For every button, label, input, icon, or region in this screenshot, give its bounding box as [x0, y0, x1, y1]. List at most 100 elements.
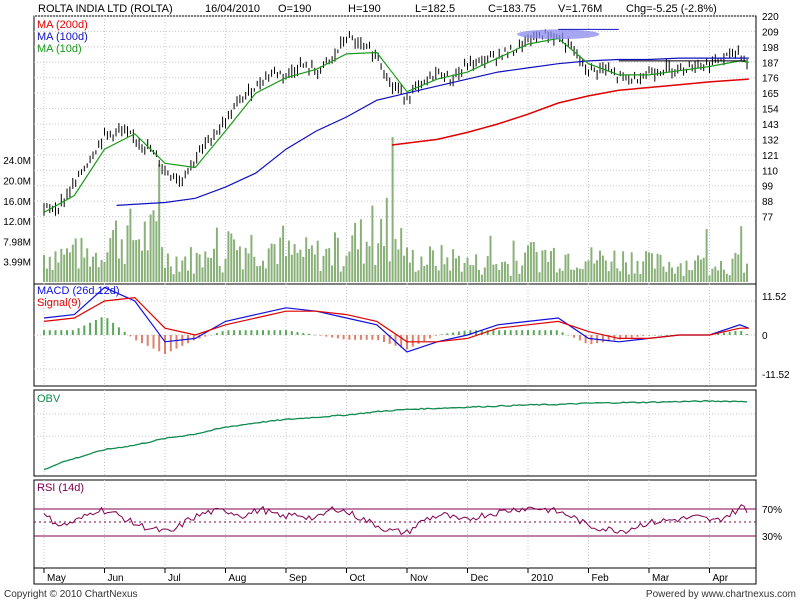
volume-bar: [737, 254, 740, 282]
macd-hist-bar: [112, 322, 115, 335]
volume-bar: [57, 262, 60, 282]
legend-ma100: MA (100d): [37, 31, 88, 43]
volume-bar: [331, 265, 334, 282]
macd-hist-bar: [601, 335, 604, 343]
volume-bar: [524, 252, 527, 282]
volume-bar: [109, 238, 112, 282]
volume-bar: [43, 254, 45, 282]
volume-bar: [336, 237, 339, 282]
volume-bar: [97, 267, 100, 282]
volume-bar: [126, 225, 129, 282]
macd-hist-bar: [233, 330, 236, 335]
macd-hist-bar: [227, 330, 230, 335]
x-tick-label: Sep: [289, 573, 307, 584]
volume-bar: [552, 247, 555, 282]
volume-bar: [198, 254, 201, 282]
volume-bar: [149, 214, 152, 282]
volume-bar: [668, 261, 671, 282]
macd-hist-bar: [89, 322, 92, 335]
macd-hist-bar: [117, 327, 120, 335]
macd-hist-bar: [659, 335, 662, 336]
volume-bar: [172, 274, 175, 282]
macd-hist-bar: [342, 335, 345, 340]
x-tick-label: Nov: [410, 573, 428, 584]
volume-bar: [406, 247, 408, 282]
volume-bar: [385, 197, 388, 282]
volume-tick-label: 20.0M: [3, 176, 31, 187]
macd-hist-bar: [54, 330, 57, 335]
macd-hist-bar: [83, 325, 86, 335]
volume-bar: [676, 266, 679, 282]
price-tick-label: 220: [762, 12, 779, 23]
volume-bar: [728, 275, 731, 282]
price-tick-label: 165: [762, 89, 779, 100]
price-tick-label: 99: [762, 182, 774, 193]
macd-hist-bar: [509, 330, 512, 335]
macd-hist-bar: [169, 335, 172, 352]
volume-bar: [230, 233, 233, 282]
volume-bar: [83, 257, 86, 282]
price-tick-label: 154: [762, 105, 779, 116]
volume-bar: [717, 270, 720, 282]
volume-bar: [221, 272, 224, 282]
macd-hist-bar: [429, 335, 431, 339]
quote-date: 16/04/2010: [205, 3, 260, 15]
volume-bar: [178, 271, 181, 282]
volume-bar: [625, 262, 627, 282]
volume-bar: [740, 226, 743, 282]
macd-hist-bar: [538, 330, 541, 335]
volume-bar: [201, 267, 204, 282]
macd-hist-bar: [175, 335, 178, 349]
volume-bar: [45, 268, 48, 282]
volume-bar: [429, 246, 431, 282]
macd-hist-bar: [215, 333, 218, 335]
volume-bar: [714, 266, 717, 282]
macd-hist-bar: [388, 335, 391, 344]
price-tick-label: 77: [762, 213, 774, 224]
macd-hist-bar: [319, 335, 322, 336]
volume-tick-label: 7.98M: [3, 237, 31, 248]
macd-hist-bar: [578, 335, 581, 341]
volume-bar: [515, 260, 518, 282]
powered-by-link[interactable]: Powered by www.chartnexus.com: [646, 589, 796, 600]
volume-bar: [650, 253, 653, 282]
volume-bar: [308, 249, 310, 282]
volume-bar: [195, 252, 198, 282]
volume-bar: [446, 257, 449, 282]
macd-hist-bar: [394, 335, 397, 346]
volume-bar: [725, 273, 728, 282]
volume-bar: [256, 266, 259, 282]
macd-hist-bar: [43, 330, 45, 335]
rsi-tick-label: 70%: [762, 505, 782, 516]
volume-bar: [68, 252, 71, 282]
volume-bar: [472, 265, 475, 282]
volume-bar: [702, 257, 705, 282]
volume-bar: [504, 261, 506, 282]
volume-bar: [279, 237, 282, 282]
volume-bar: [699, 259, 702, 282]
volume-bar: [334, 232, 336, 282]
macd-hist-bar: [66, 330, 68, 335]
macd-hist-bar: [313, 334, 316, 336]
volume-bar: [138, 239, 141, 282]
price-tick-label: 110: [762, 166, 778, 177]
volume-bar: [290, 254, 293, 282]
price-tick-label: 209: [762, 27, 779, 38]
volume-bar: [570, 269, 573, 282]
volume-bar: [184, 256, 187, 282]
macd-hist-bar: [625, 335, 627, 339]
copyright-text: Copyright © 2010 ChartNexus: [4, 589, 138, 600]
macd-hist-bar: [452, 332, 455, 335]
macd-hist-bar: [94, 320, 97, 335]
macd-hist-bar: [250, 330, 253, 335]
volume-bar: [259, 265, 262, 282]
macd-hist-bar: [498, 330, 501, 335]
volume-bar: [244, 247, 247, 282]
volume-bar: [671, 267, 673, 282]
macd-hist-bar: [210, 334, 213, 336]
macd-axis-ticks: 11.52 0 -11.52: [762, 292, 790, 381]
volume-bar: [636, 260, 639, 282]
volume-bar: [227, 231, 230, 282]
